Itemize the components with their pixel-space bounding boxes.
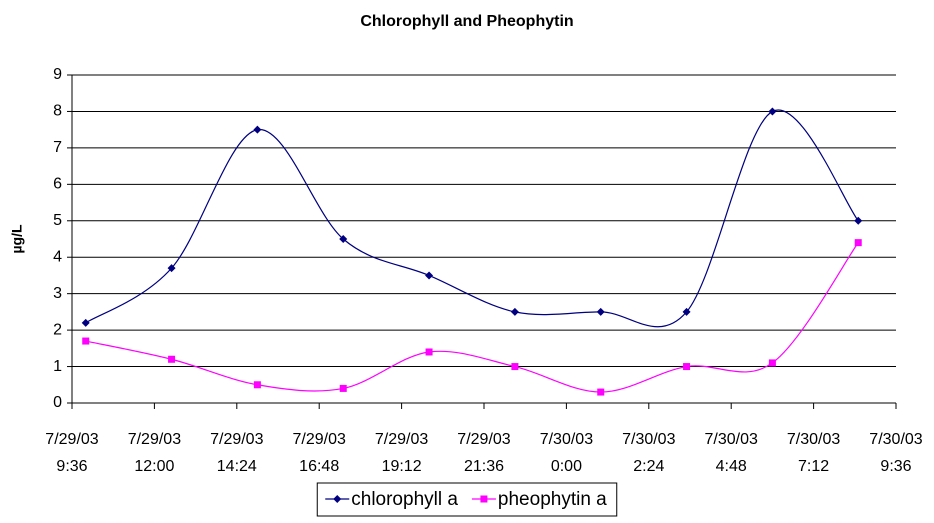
data-point bbox=[682, 307, 691, 316]
y-tick-label: 7 bbox=[53, 139, 62, 156]
series-line bbox=[85, 109, 859, 328]
data-point bbox=[81, 318, 90, 327]
data-point bbox=[82, 337, 90, 345]
x-tick-label: 7/30/03 2:24 bbox=[622, 431, 675, 475]
data-point bbox=[511, 363, 519, 371]
x-tick-label: 7/29/03 21:36 bbox=[457, 431, 510, 475]
y-tick-label: 1 bbox=[53, 358, 62, 375]
y-axis-label: µg/L bbox=[9, 224, 25, 254]
data-point bbox=[683, 363, 691, 371]
legend-box bbox=[316, 482, 618, 517]
data-point bbox=[339, 235, 348, 243]
data-point bbox=[425, 271, 434, 280]
data-point bbox=[854, 216, 863, 225]
data-point bbox=[597, 388, 605, 396]
y-tick-label: 2 bbox=[53, 321, 62, 338]
data-point bbox=[768, 359, 776, 367]
x-tick-label: 7/30/03 4:48 bbox=[705, 431, 758, 475]
data-point bbox=[596, 307, 605, 316]
legend-label: pheophytin a bbox=[498, 489, 607, 510]
x-tick-label: 7/29/03 19:12 bbox=[375, 431, 428, 475]
y-tick-label: 3 bbox=[53, 285, 62, 302]
y-tick-label: 4 bbox=[53, 248, 62, 265]
legend: chlorophyll a pheophytin a bbox=[316, 482, 618, 517]
data-point bbox=[167, 264, 176, 273]
y-tick-label: 8 bbox=[53, 103, 62, 120]
x-tick-label: 7/29/03 12:00 bbox=[128, 431, 181, 475]
legend-marker bbox=[480, 495, 488, 503]
data-point bbox=[253, 125, 262, 134]
legend-marker bbox=[333, 495, 342, 503]
chart-title: Chlorophyll and Pheophytin bbox=[360, 13, 573, 30]
data-point bbox=[854, 239, 862, 247]
data-point bbox=[168, 355, 176, 363]
y-tick-label: 5 bbox=[53, 212, 62, 229]
series-line bbox=[85, 242, 859, 393]
x-tick-label: 7/29/03 9:36 bbox=[45, 431, 98, 475]
y-tick-label: 0 bbox=[53, 394, 62, 411]
data-point bbox=[425, 348, 433, 356]
x-tick-label: 7/30/03 9:36 bbox=[869, 431, 922, 475]
x-tick-label: 7/29/03 14:24 bbox=[210, 431, 263, 475]
x-tick-label: 7/30/03 7:12 bbox=[787, 431, 840, 475]
data-point bbox=[768, 107, 777, 116]
x-tick-label: 7/30/03 0:00 bbox=[540, 431, 593, 475]
data-point bbox=[253, 381, 261, 389]
y-tick-label: 9 bbox=[53, 66, 62, 83]
y-tick-label: 6 bbox=[53, 176, 62, 193]
x-tick-label: 7/29/03 16:48 bbox=[293, 431, 346, 475]
data-point bbox=[510, 307, 519, 316]
data-point bbox=[339, 384, 347, 392]
legend-label: chlorophyll a bbox=[351, 489, 458, 510]
